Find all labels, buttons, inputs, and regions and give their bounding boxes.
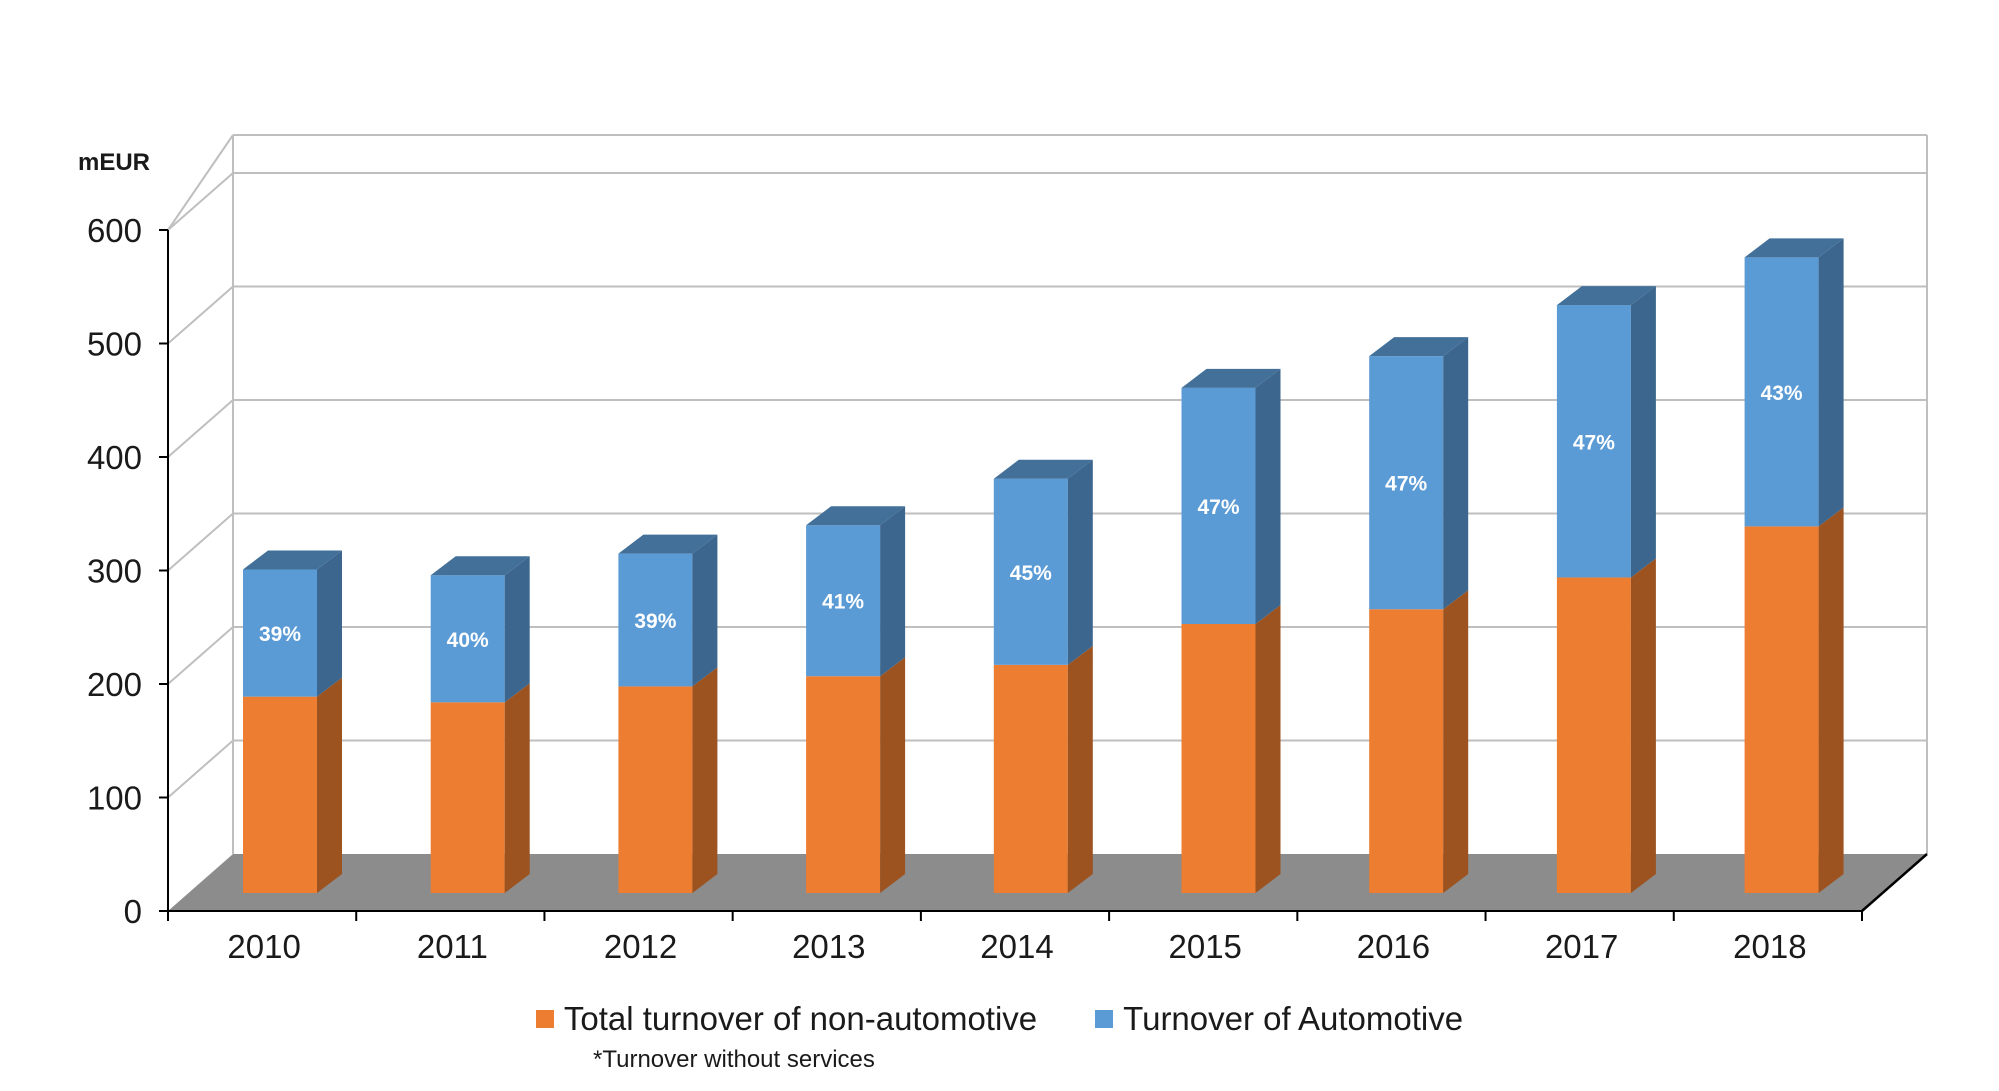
chart-legend: Total turnover of non-automotive Turnove… bbox=[0, 1000, 1999, 1038]
bar-non-automotive-2018 bbox=[1744, 526, 1819, 893]
x-tick-label: 2012 bbox=[604, 928, 677, 965]
bar-side-non-automotive-2014 bbox=[1067, 645, 1093, 893]
bar-side-non-automotive-2011 bbox=[504, 683, 530, 893]
bar-non-automotive-2016 bbox=[1369, 609, 1444, 893]
bar-top-2017 bbox=[1556, 286, 1656, 306]
side-wall-top-edge bbox=[167, 134, 234, 231]
bar-side-non-automotive-2017 bbox=[1630, 558, 1656, 893]
x-tick-label: 2013 bbox=[792, 928, 865, 965]
bar-side-non-automotive-2013 bbox=[880, 657, 906, 893]
bar-percent-label: 43% bbox=[1761, 382, 1803, 405]
bar-non-automotive-2015 bbox=[1181, 624, 1256, 893]
bar-side-automotive-2017 bbox=[1630, 286, 1656, 578]
bar-automotive-2013 bbox=[806, 525, 881, 677]
bar-side-automotive-2016 bbox=[1443, 337, 1469, 610]
bar-automotive-2011 bbox=[430, 575, 505, 703]
bar-percent-label: 47% bbox=[1573, 431, 1615, 454]
gridline-side bbox=[167, 399, 234, 458]
bar-automotive-2014 bbox=[993, 478, 1068, 665]
bar-non-automotive-2010 bbox=[243, 696, 317, 893]
bar-top-2013 bbox=[806, 506, 906, 526]
bar-percent-label: 45% bbox=[1010, 562, 1052, 585]
bar-side-automotive-2015 bbox=[1255, 368, 1281, 625]
bar-percent-label: 40% bbox=[447, 629, 489, 652]
x-tick-label: 2014 bbox=[980, 928, 1053, 965]
gridline-side bbox=[167, 172, 234, 231]
bar-automotive-2017 bbox=[1556, 305, 1631, 578]
chart-bars bbox=[243, 238, 1844, 893]
bar-top-2016 bbox=[1369, 337, 1469, 357]
bar-percent-label: 41% bbox=[822, 591, 864, 614]
y-tick-label: 500 bbox=[87, 326, 142, 363]
legend-swatch-non-automotive bbox=[535, 1010, 554, 1028]
bar-percent-label: 47% bbox=[1385, 473, 1427, 496]
bar-top-2010 bbox=[243, 550, 342, 570]
bar-side-non-automotive-2012 bbox=[692, 667, 718, 893]
gridline-side bbox=[167, 285, 234, 345]
y-axis-unit-label: mEUR bbox=[78, 149, 150, 176]
bar-side-non-automotive-2018 bbox=[1818, 507, 1844, 893]
legend-swatch-automotive bbox=[1095, 1010, 1114, 1028]
x-tick-label: 2011 bbox=[417, 928, 488, 965]
bar-percent-label: 47% bbox=[1197, 496, 1239, 519]
legend-item-automotive: Turnover of Automotive bbox=[1095, 1000, 1463, 1038]
x-tick-label: 2015 bbox=[1169, 928, 1242, 965]
bar-automotive-2015 bbox=[1181, 387, 1256, 625]
y-tick-label: 200 bbox=[87, 666, 142, 703]
x-tick-label: 2017 bbox=[1545, 928, 1618, 965]
bar-automotive-2016 bbox=[1369, 356, 1444, 610]
bar-side-automotive-2018 bbox=[1818, 238, 1844, 527]
bar-side-non-automotive-2015 bbox=[1255, 605, 1281, 893]
legend-label-automotive: Turnover of Automotive bbox=[1123, 1000, 1464, 1037]
bar-top-2012 bbox=[618, 534, 718, 554]
bar-top-2018 bbox=[1744, 238, 1844, 258]
gridline-side bbox=[167, 626, 234, 685]
x-tick-label: 2010 bbox=[227, 928, 300, 965]
bar-non-automotive-2012 bbox=[618, 686, 693, 893]
bar-side-automotive-2011 bbox=[504, 556, 530, 703]
legend-item-non-automotive: Total turnover of non-automotive bbox=[535, 1000, 1038, 1038]
bar-automotive-2012 bbox=[618, 553, 693, 687]
legend-label-non-automotive: Total turnover of non-automotive bbox=[563, 1000, 1038, 1037]
x-tick-label: 2018 bbox=[1733, 928, 1806, 965]
bar-top-2015 bbox=[1181, 368, 1281, 388]
bar-non-automotive-2013 bbox=[806, 676, 881, 893]
bar-side-non-automotive-2010 bbox=[317, 677, 342, 893]
bar-side-non-automotive-2016 bbox=[1443, 590, 1469, 893]
chart-axes: 0 100 200 300 400 500 600 2010 2011 2012 2013 2014 2… bbox=[87, 212, 1863, 965]
bar-side-automotive-2014 bbox=[1067, 459, 1093, 665]
y-tick-label: 600 bbox=[87, 212, 142, 249]
bar-top-2014 bbox=[993, 459, 1093, 479]
bar-percent-label: 39% bbox=[259, 623, 301, 646]
y-tick-label: 300 bbox=[87, 553, 142, 590]
y-tick-label: 100 bbox=[87, 780, 142, 817]
chart-labels: 39% 40% 39% 41% 45% 47% 47% 47% 43% bbox=[259, 382, 1803, 652]
bar-side-automotive-2013 bbox=[880, 506, 906, 677]
floor-right-edge bbox=[1861, 853, 1928, 912]
footnote: *Turnover without services bbox=[593, 1046, 875, 1073]
bar-non-automotive-2011 bbox=[430, 702, 505, 893]
bar-automotive-2018 bbox=[1744, 257, 1819, 527]
bar-non-automotive-2014 bbox=[993, 664, 1068, 893]
bar-percent-label: 39% bbox=[634, 610, 676, 633]
y-tick-label: 400 bbox=[87, 439, 142, 476]
bar-side-automotive-2012 bbox=[692, 534, 718, 687]
y-tick-label: 0 bbox=[124, 893, 142, 930]
bar-non-automotive-2017 bbox=[1556, 577, 1631, 893]
x-tick-label: 2016 bbox=[1357, 928, 1430, 965]
bar-top-2011 bbox=[430, 556, 530, 576]
bar-side-automotive-2010 bbox=[317, 550, 342, 697]
bar-automotive-2010 bbox=[243, 569, 317, 697]
gridline-side bbox=[167, 512, 234, 572]
gridline-side bbox=[167, 739, 234, 799]
